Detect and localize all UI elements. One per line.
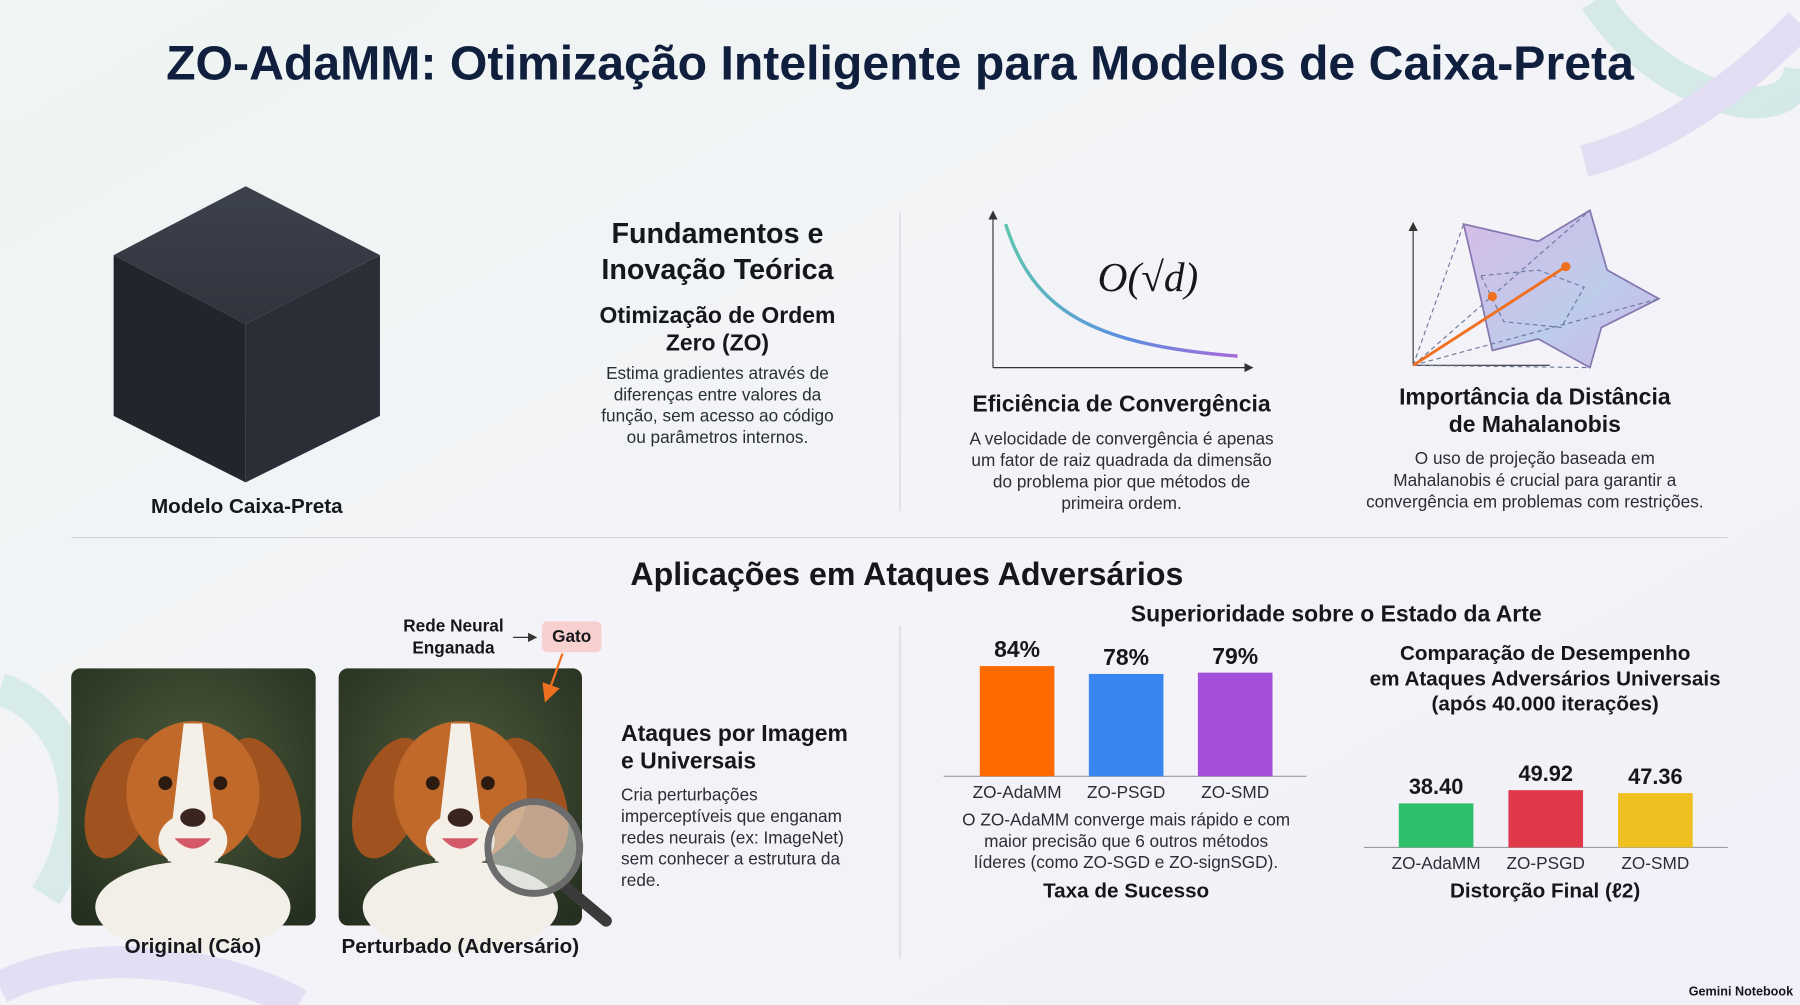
bar [1508, 790, 1584, 848]
subheading: e Universais [621, 748, 756, 774]
title: ZO-AdaMM: Otimização Inteligente para Mo… [166, 37, 1635, 91]
value-label: 49.92 [1518, 761, 1573, 786]
network-label: Rede Neural [403, 616, 503, 636]
description: um fator de raiz quadrada da dimensão [971, 450, 1271, 470]
section-heading: Superioridade sobre o Estado da Arte [1131, 601, 1542, 627]
black-box-cube [113, 186, 380, 483]
category-label: ZO-SMD [1621, 853, 1689, 873]
footer: Gemini Notebook [1689, 984, 1794, 998]
formula: O(√d) [1098, 254, 1199, 301]
subheading: de Mahalanobis [1449, 411, 1621, 437]
value-label: 84% [994, 636, 1040, 662]
subheading: Importância da Distância [1399, 384, 1671, 410]
section-heading: Inovação Teórica [601, 254, 834, 286]
description: sem conhecer a estrutura da [621, 849, 840, 869]
chart-title: Comparação de Desempenho [1400, 642, 1690, 665]
value-label: 78% [1103, 644, 1149, 670]
chart-title: (após 40.000 iterações) [1431, 693, 1658, 716]
category-label: ZO-PSGD [1087, 782, 1165, 802]
description: ou parâmetros internos. [627, 427, 809, 447]
chart-caption: maior precisão que 6 outros métodos [984, 831, 1268, 851]
black-box-label: Modelo Caixa-Preta [151, 495, 343, 518]
image-caption: Original (Cão) [125, 935, 262, 958]
section-heading: Fundamentos e [611, 218, 823, 250]
network-arrow [513, 621, 602, 703]
category-label: ZO-AdaMM [973, 782, 1062, 802]
description: Mahalanobis é crucial para garantir a [1393, 470, 1676, 490]
description: redes neurais (ex: ImageNet) [621, 827, 844, 847]
value-label: 47.36 [1628, 764, 1683, 789]
description: imperceptíveis que enganam [621, 806, 842, 826]
convergence-graphic [988, 210, 1254, 373]
description: Cria perturbações [621, 784, 758, 804]
image-caption: Perturbado (Adversário) [342, 935, 580, 958]
value-label: 38.40 [1409, 774, 1464, 799]
dog-perturbed-image [338, 668, 612, 954]
subheading: Otimização de Ordem [600, 302, 836, 328]
subheading: Zero (ZO) [666, 330, 769, 356]
mahalanobis-graphic [1408, 209, 1661, 369]
category-label: ZO-PSGD [1507, 853, 1585, 873]
bar [1088, 673, 1164, 777]
subheading: Eficiência de Convergência [972, 391, 1271, 417]
description: função, sem acesso ao código [601, 406, 833, 426]
category-label: ZO-SMD [1201, 782, 1269, 802]
bar [1618, 793, 1693, 848]
chart-caption: O ZO-AdaMM converge mais rápido e com [962, 810, 1290, 830]
target-label: Gato [552, 626, 591, 646]
description: do problema pior que métodos de [993, 471, 1250, 491]
bar [1398, 803, 1474, 848]
description: primeira ordem. [1061, 493, 1181, 513]
network-label: Enganada [412, 637, 495, 657]
chart-label: Taxa de Sucesso [1043, 880, 1209, 903]
description: diferenças entre valores da [614, 384, 822, 404]
chart-label: Distorção Final (ℓ2) [1450, 880, 1640, 903]
section-heading: Aplicações em Ataques Adversários [630, 556, 1183, 592]
description: A velocidade de convergência é apenas [969, 428, 1273, 448]
bar [1197, 672, 1273, 777]
value-label: 79% [1212, 643, 1258, 669]
category-label: ZO-AdaMM [1392, 853, 1481, 873]
bar [979, 666, 1055, 777]
description: O uso de projeção baseada em [1415, 448, 1655, 468]
description: rede. [621, 870, 660, 890]
subheading: Ataques por Imagem [621, 720, 848, 746]
description: Estima gradientes através de [606, 363, 829, 383]
description: convergência em problemas com restrições… [1366, 492, 1704, 512]
dog-original-image [71, 668, 316, 954]
chart-title: em Ataques Adversários Universais [1370, 667, 1721, 690]
chart-caption: líderes (como ZO-SGD e ZO-signSGD). [974, 852, 1278, 872]
